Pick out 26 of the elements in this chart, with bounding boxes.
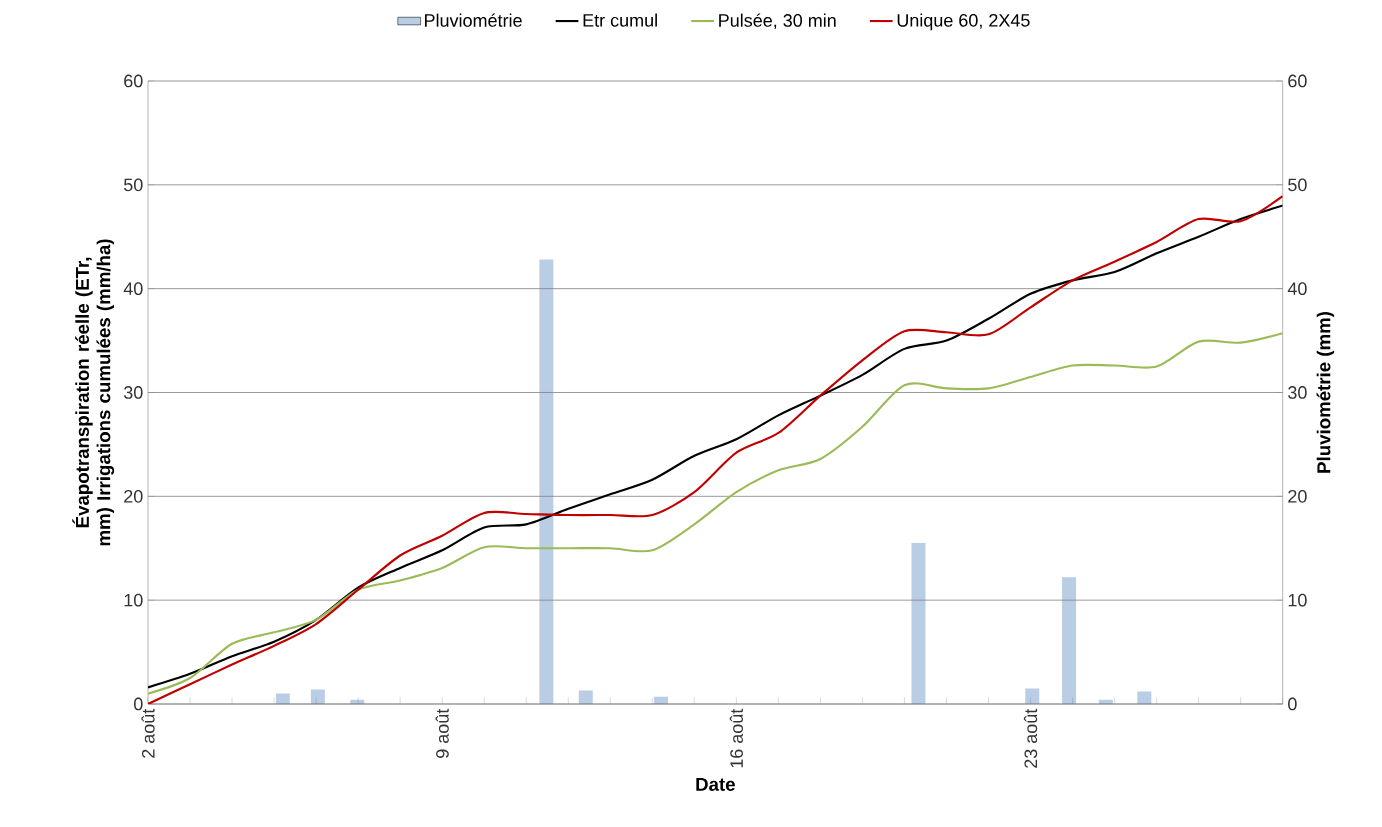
x-tick-label: 2 août <box>141 708 155 758</box>
y-tick-label: 40 <box>123 282 143 296</box>
y2-tick-label: 40 <box>1287 282 1307 296</box>
y-tick-label: 20 <box>124 489 143 503</box>
legend-label: Etr cumul <box>583 13 657 27</box>
y-tick-label: 60 <box>124 74 143 88</box>
y2-tick-label: 60 <box>1288 74 1307 88</box>
x-tick-label: 23 août <box>1023 708 1038 768</box>
line-series <box>148 332 1283 695</box>
y2-tick-label: 10 <box>1288 593 1307 607</box>
x-tick-label: 16 août <box>729 708 743 768</box>
x-tick-label: 9 août <box>435 708 449 758</box>
y-tick-label: 30 <box>123 386 143 399</box>
y2-axis-title: Pluviométrie (mm) <box>1316 312 1335 473</box>
legend-label: Unique 60, 2X45 <box>897 13 1030 31</box>
legend-label: Pluviométrie <box>425 13 522 27</box>
y-tick-label: 10 <box>124 593 143 607</box>
y-tick-label: 50 <box>123 178 143 192</box>
y2-tick-label: 20 <box>1288 489 1307 503</box>
y2-tick-label: 50 <box>1288 178 1307 192</box>
legend-label: Pulsée, 30 min <box>719 13 836 29</box>
y2-tick-label: 30 <box>1288 386 1307 399</box>
y2-tick-label: 0 <box>1288 697 1297 711</box>
y-axis-title: Évapotranspiration réelle (ETr, mm) Irrigations cumulées (mm/ha) <box>72 239 115 546</box>
x-axis-title: Date <box>696 777 735 791</box>
y-tick-label: 0 <box>134 697 143 711</box>
